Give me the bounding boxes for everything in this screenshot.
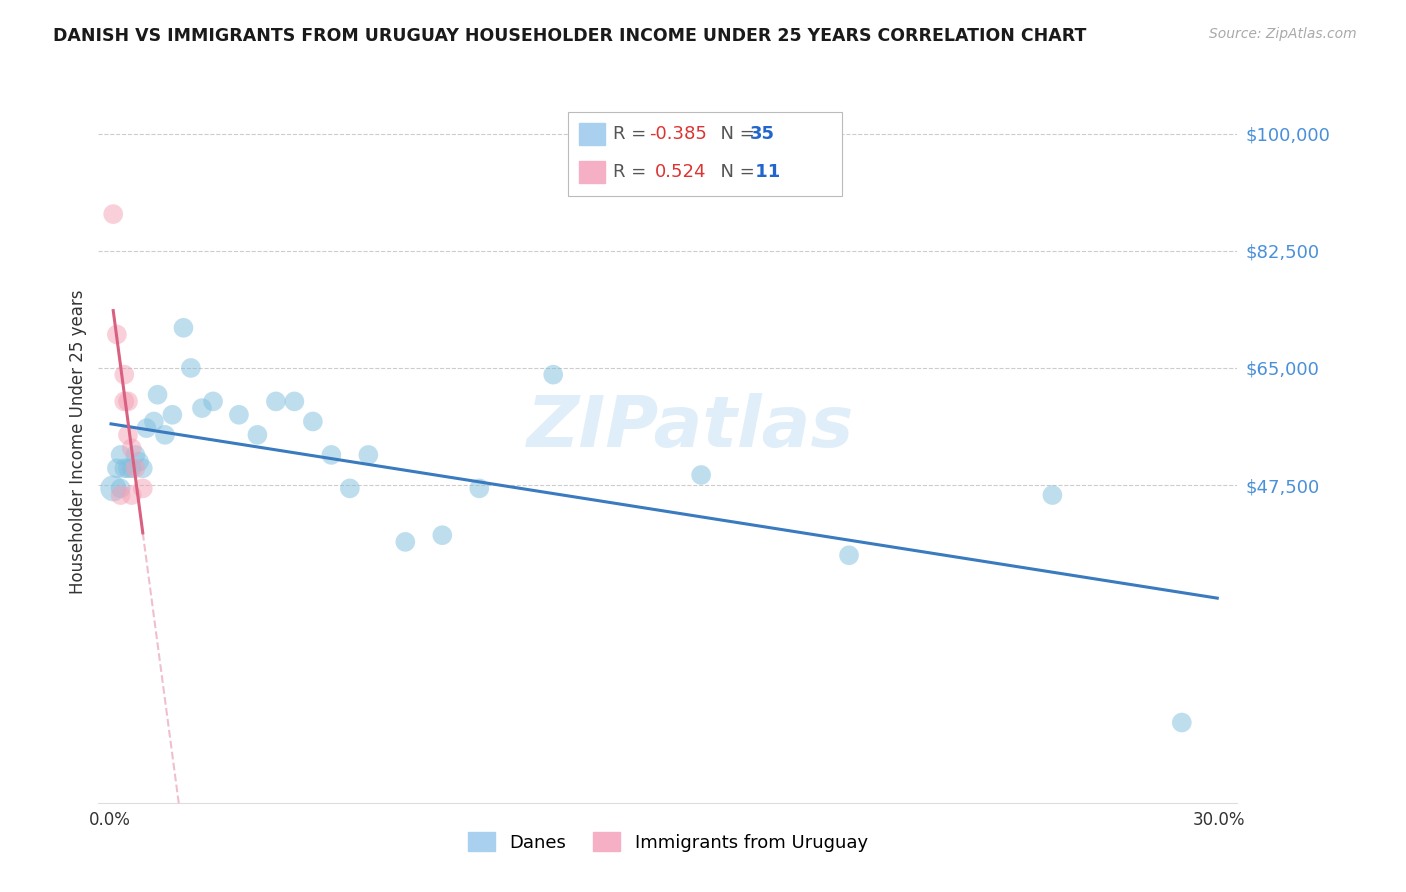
Text: 0.524: 0.524 — [655, 163, 707, 181]
Text: -0.385: -0.385 — [650, 125, 707, 143]
Point — [110, 488, 132, 502]
Point — [468, 482, 491, 496]
Point — [105, 327, 128, 342]
Point — [246, 427, 269, 442]
Point — [117, 427, 139, 442]
Point — [180, 361, 202, 376]
Point — [132, 461, 155, 475]
Point — [121, 461, 143, 475]
Text: R =: R = — [613, 163, 658, 181]
Point — [339, 482, 361, 496]
Point — [132, 482, 155, 496]
Text: Source: ZipAtlas.com: Source: ZipAtlas.com — [1209, 27, 1357, 41]
Point — [112, 461, 135, 475]
Text: R =: R = — [613, 125, 652, 143]
Point — [162, 408, 184, 422]
Point — [228, 408, 250, 422]
Point — [394, 534, 416, 549]
Point — [112, 394, 135, 409]
Point — [153, 427, 176, 442]
Point — [112, 368, 135, 382]
Point — [283, 394, 305, 409]
Point — [838, 548, 860, 563]
Point — [690, 467, 713, 482]
Text: 35: 35 — [749, 125, 775, 143]
Point — [135, 421, 157, 435]
Point — [1042, 488, 1064, 502]
Point — [302, 414, 325, 428]
Text: ZIPatlas: ZIPatlas — [527, 392, 855, 461]
Point — [117, 461, 139, 475]
Point — [321, 448, 343, 462]
Point — [357, 448, 380, 462]
Text: N =: N = — [709, 125, 761, 143]
Point — [117, 394, 139, 409]
Point — [128, 454, 150, 469]
Point — [121, 441, 143, 455]
Point — [142, 414, 165, 428]
Point — [172, 320, 194, 334]
Point — [110, 482, 132, 496]
Point — [264, 394, 287, 409]
Point — [541, 368, 564, 382]
Text: 11: 11 — [749, 163, 780, 181]
Point — [202, 394, 225, 409]
Text: N =: N = — [709, 163, 761, 181]
Point — [105, 461, 128, 475]
Point — [124, 461, 146, 475]
Point — [1171, 715, 1194, 730]
Point — [103, 482, 125, 496]
Legend: Danes, Immigrants from Uruguay: Danes, Immigrants from Uruguay — [461, 825, 875, 859]
Point — [103, 207, 125, 221]
Point — [124, 448, 146, 462]
Y-axis label: Householder Income Under 25 years: Householder Income Under 25 years — [69, 289, 87, 594]
Point — [191, 401, 214, 416]
Point — [432, 528, 454, 542]
Text: DANISH VS IMMIGRANTS FROM URUGUAY HOUSEHOLDER INCOME UNDER 25 YEARS CORRELATION : DANISH VS IMMIGRANTS FROM URUGUAY HOUSEH… — [53, 27, 1087, 45]
Point — [110, 448, 132, 462]
Point — [146, 387, 169, 401]
Point — [121, 488, 143, 502]
